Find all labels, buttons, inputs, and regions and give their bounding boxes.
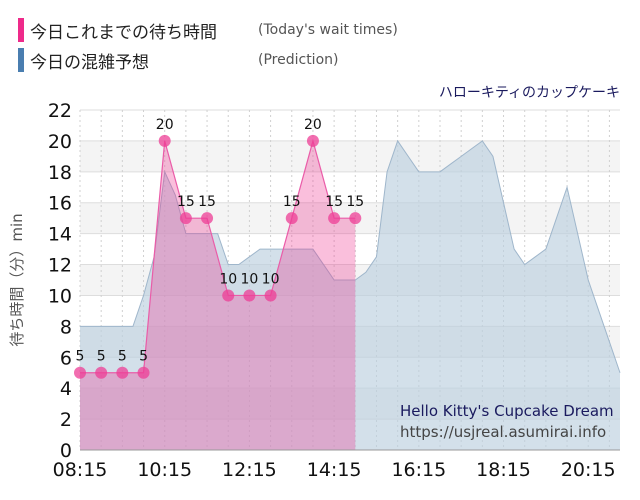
data-label: 20 xyxy=(304,117,322,133)
x-tick-label: 12:15 xyxy=(222,459,277,481)
legend-prediction-swatch xyxy=(18,48,24,72)
watermark-url: https://usjreal.asumirai.info xyxy=(400,423,606,441)
data-point xyxy=(306,134,319,147)
x-tick-label: 14:15 xyxy=(307,459,362,481)
data-point xyxy=(328,212,341,225)
data-point xyxy=(222,289,235,302)
data-label: 10 xyxy=(262,271,280,287)
legend-prediction-sub: (Prediction) xyxy=(258,52,339,68)
attraction-name: ハローキティのカップケーキ xyxy=(438,85,620,101)
legend-today-swatch xyxy=(18,18,24,42)
x-tick-label: 16:15 xyxy=(391,459,446,481)
data-point xyxy=(95,366,108,379)
legend-today-label: 今日これまでの待ち時間 xyxy=(30,22,217,43)
chart-axes: 0 2 4 6 8 10 12 14 16 18 20 22 08:15 10:15 12:15 14:15 1… xyxy=(48,100,620,481)
y-tick-label: 0 xyxy=(60,440,72,462)
x-tick-label: 18:15 xyxy=(476,459,531,481)
y-tick-label: 6 xyxy=(60,347,72,369)
data-point xyxy=(264,289,277,302)
legend-prediction-label: 今日の混雑予想 xyxy=(30,52,149,73)
data-label: 15 xyxy=(325,194,343,210)
x-tick-label: 20:15 xyxy=(561,459,616,481)
legend-prediction: 今日の混雑予想 xyxy=(18,48,149,73)
y-tick-label: 2 xyxy=(60,409,72,431)
y-tick-label: 12 xyxy=(48,255,72,277)
grid-band xyxy=(80,140,620,172)
y-tick-label: 20 xyxy=(48,131,72,153)
y-tick-label: 14 xyxy=(48,224,72,246)
y-tick-label: 22 xyxy=(48,100,72,122)
data-point xyxy=(116,366,129,379)
legend-today-sub: (Today's wait times) xyxy=(258,22,398,38)
data-point xyxy=(74,366,86,379)
data-point xyxy=(158,134,171,147)
data-point xyxy=(137,366,150,379)
grid-band xyxy=(80,110,620,141)
data-point xyxy=(285,212,298,225)
watermark-title: Hello Kitty's Cupcake Dream xyxy=(400,402,614,420)
prediction-area xyxy=(80,140,620,450)
data-label: 5 xyxy=(76,349,85,365)
data-label: 20 xyxy=(156,117,174,133)
y-tick-label: 16 xyxy=(48,193,72,215)
data-label: 10 xyxy=(240,271,258,287)
data-label: 5 xyxy=(139,349,148,365)
data-point xyxy=(201,212,214,225)
prediction-line xyxy=(80,139,621,373)
data-point xyxy=(243,289,256,302)
y-tick-label: 8 xyxy=(60,316,72,338)
data-label: 10 xyxy=(219,271,237,287)
data-point xyxy=(179,212,192,225)
y-tick-label: 10 xyxy=(48,285,72,307)
data-label: 15 xyxy=(198,194,216,210)
x-tick-label: 10:15 xyxy=(137,459,192,481)
data-label: 15 xyxy=(283,194,301,210)
data-label: 15 xyxy=(177,194,195,210)
data-label: 5 xyxy=(97,349,106,365)
y-tick-label: 4 xyxy=(60,378,72,400)
x-tick-label: 08:15 xyxy=(53,459,108,481)
data-point xyxy=(349,212,362,225)
data-label: 15 xyxy=(346,194,364,210)
y-axis-label: 待ち時間（分）min xyxy=(8,213,26,346)
data-label: 5 xyxy=(118,349,127,365)
legend-today: 今日これまでの待ち時間 xyxy=(18,18,217,43)
y-tick-label: 18 xyxy=(48,162,72,184)
